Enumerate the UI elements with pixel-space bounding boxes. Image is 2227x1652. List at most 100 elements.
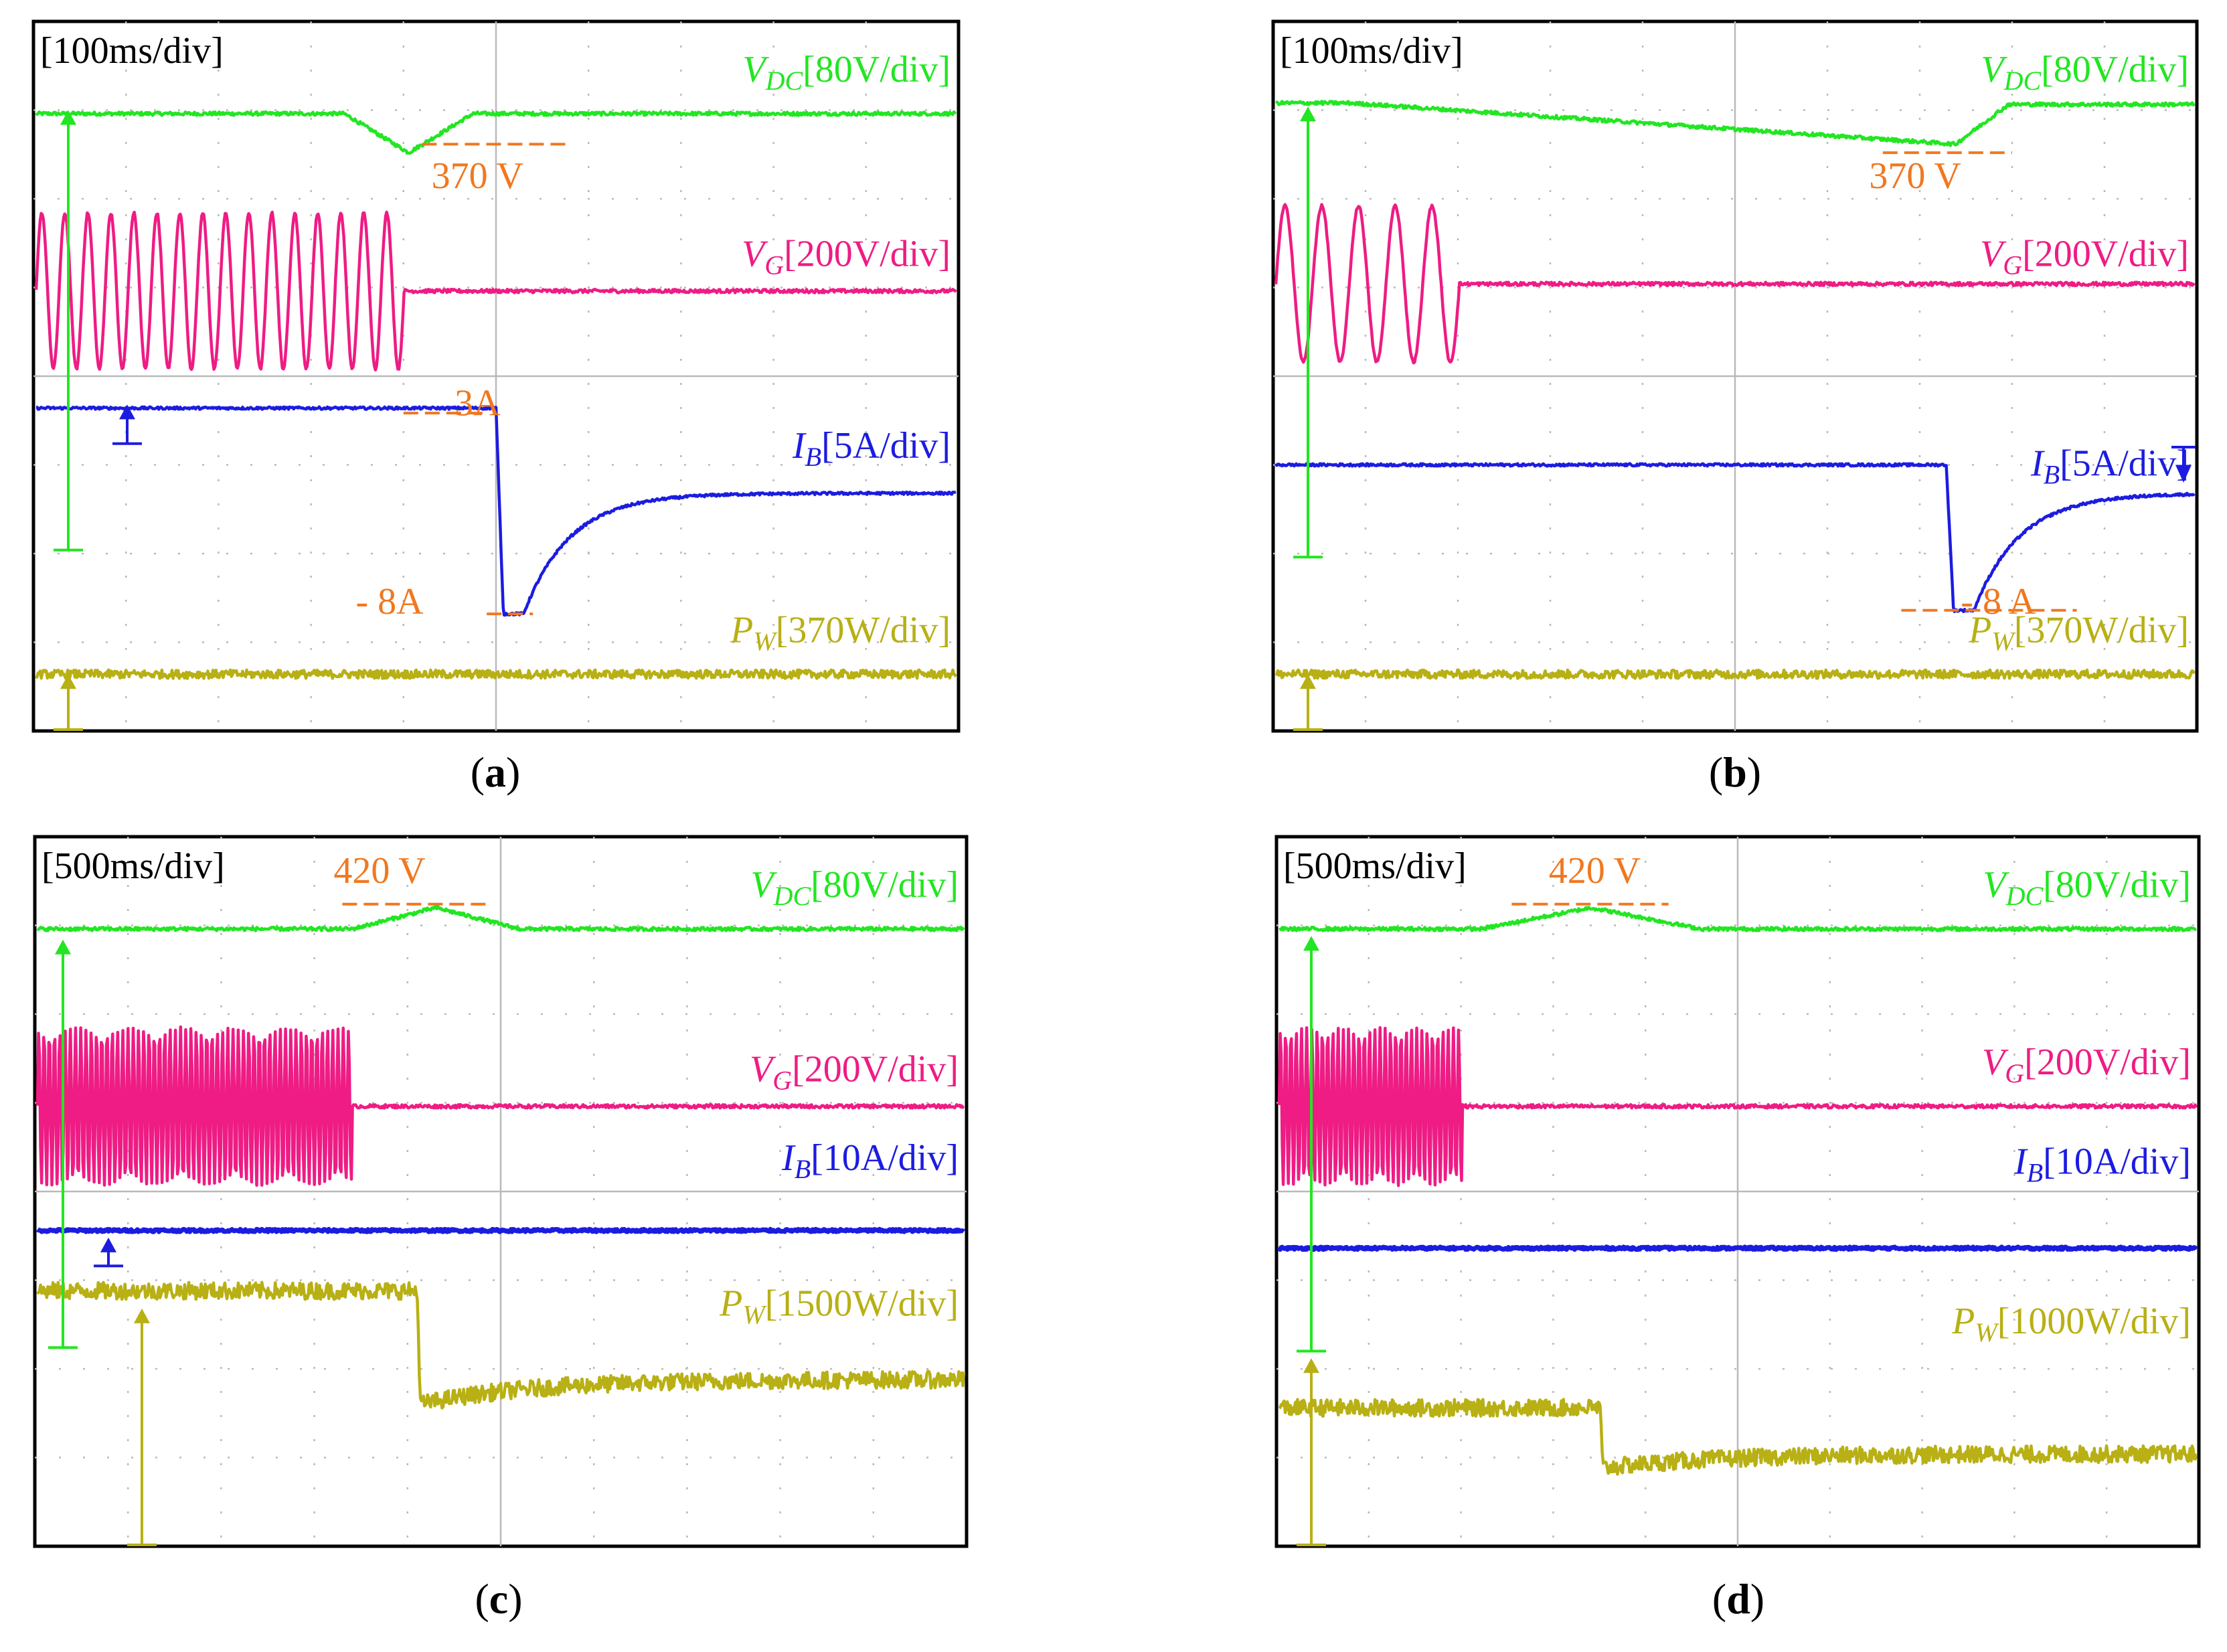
trace-subscript: W [753, 627, 778, 657]
graticule [35, 837, 967, 1546]
panel-caption: (d) [1712, 1575, 1764, 1623]
trace-label-PW: PW[370W/div] [730, 610, 951, 657]
trace-scale: [200V/div] [792, 1049, 959, 1090]
trace-symbol: V [750, 1049, 776, 1090]
trace-label-PW: PW[1000W/div] [1951, 1301, 2191, 1347]
annotation-label: - 8A [356, 581, 424, 623]
annotation-label: 3A [455, 382, 501, 424]
caption-letter: b [1723, 748, 1747, 796]
trace-VDC [1279, 906, 2197, 932]
trace-symbol: V [1980, 234, 2007, 275]
trace-symbol: V [1983, 864, 2009, 906]
trace-label-IB: IB[5A/div] [792, 425, 951, 472]
trace-label-VDC: VDC[80V/div] [1983, 864, 2191, 911]
trace-subscript: DC [2003, 66, 2042, 96]
trace-symbol: I [2030, 442, 2045, 484]
trace-symbol: V [750, 864, 777, 906]
trace-IB [35, 405, 957, 617]
trace-PW [36, 1281, 966, 1410]
trace-label-VDC: VDC[80V/div] [750, 864, 959, 911]
trace-symbol: V [742, 49, 769, 90]
trace-scale: [200V/div] [2022, 234, 2189, 275]
trace-scale: [10A/div] [2043, 1141, 2191, 1183]
trace-IB [1274, 462, 2196, 613]
trace-scale: [80V/div] [811, 864, 959, 906]
annotation-label: 420 V [1549, 850, 1641, 892]
caption-letter: d [1726, 1575, 1750, 1623]
trace-PW [1274, 668, 2196, 680]
timebase-label: [500ms/div] [42, 845, 225, 887]
panel-caption: (c) [475, 1575, 522, 1623]
trace-symbol: I [2013, 1141, 2028, 1183]
trace-VDC [35, 110, 957, 155]
trace-scale: [80V/div] [803, 49, 951, 90]
trace-scale: [10A/div] [811, 1137, 959, 1179]
trace-symbol: P [730, 610, 753, 651]
caption-paren-close: ) [508, 1575, 522, 1623]
trace-subscript: B [795, 1154, 811, 1184]
trace-label-IB: IB[5A/div] [2030, 442, 2189, 489]
trace-scale: [200V/div] [784, 234, 951, 275]
trace-PW [35, 668, 958, 680]
graticule [1276, 837, 2199, 1546]
trace-label-VG: VG[200V/div] [742, 234, 951, 280]
annotation-label: 370 V [1869, 155, 1961, 197]
trace-subscript: W [1975, 1317, 1999, 1347]
annotation-label: 420 V [333, 850, 425, 892]
trace-VG [34, 210, 957, 371]
trace-scale: [370W/div] [2014, 610, 2189, 651]
graticule [1273, 21, 2197, 731]
vdc-ground-marker-head [1303, 936, 1319, 951]
trace-VDC [36, 904, 965, 932]
scope-panel-a: VDC[80V/div]VG[200V/div]IB[5A/div]PW[370… [31, 19, 961, 733]
trace-symbol: P [1951, 1301, 1975, 1342]
panel-caption: (b) [1709, 748, 1761, 796]
trace-symbol: P [1968, 610, 1991, 651]
trace-symbol: V [1982, 1042, 2009, 1083]
pw-ground-marker-head [1303, 1358, 1319, 1374]
trace-scale: [5A/div] [2060, 442, 2189, 484]
trace-label-VG: VG[200V/div] [1980, 234, 2189, 280]
trace-symbol: V [1981, 49, 2007, 90]
trace-subscript: G [2005, 1058, 2024, 1088]
trace-scale: [1500W/div] [765, 1283, 959, 1325]
caption-paren-open: ( [471, 748, 485, 796]
trace-label-PW: PW[370W/div] [1968, 610, 2189, 657]
trace-IB [36, 1226, 966, 1234]
pw-ground-marker-head [134, 1308, 150, 1323]
scope-panel-c: VDC[80V/div]VG[200V/div]IB[10A/div]PW[15… [33, 835, 969, 1548]
caption-paren-close: ) [506, 748, 520, 796]
trace-symbol: I [781, 1137, 796, 1179]
trace-VDC [1275, 100, 2196, 147]
scope-panel-d: VDC[80V/div]VG[200V/div]IB[10A/div]PW[10… [1274, 835, 2201, 1548]
caption-paren-close: ) [1750, 1575, 1764, 1623]
trace-subscript: DC [2005, 881, 2044, 911]
trace-subscript: DC [773, 881, 812, 911]
timebase-label: [100ms/div] [1280, 30, 1463, 72]
trace-scale: [370W/div] [776, 610, 951, 651]
trace-subscript: DC [765, 66, 804, 96]
trace-subscript: W [1991, 627, 2016, 657]
trace-symbol: V [742, 234, 768, 275]
trace-symbol: P [719, 1283, 742, 1325]
caption-paren-close: ) [1747, 748, 1761, 796]
annotation-label: 370 V [432, 155, 523, 197]
caption-paren-open: ( [1712, 1575, 1726, 1623]
trace-scale: [80V/div] [2043, 864, 2191, 906]
trace-label-VG: VG[200V/div] [750, 1049, 959, 1096]
caption-paren-open: ( [1709, 748, 1723, 796]
ib-ground-marker-head [2175, 465, 2192, 483]
trace-scale: [5A/div] [821, 425, 951, 467]
vdc-ground-marker-head [55, 939, 71, 955]
scope-panel-b: VDC[80V/div]VG[200V/div]IB[5A/div]PW[370… [1271, 19, 2199, 733]
caption-paren-open: ( [475, 1575, 489, 1623]
trace-PW [1278, 1398, 2198, 1476]
trace-label-IB: IB[10A/div] [2013, 1141, 2191, 1188]
trace-subscript: G [772, 1066, 792, 1096]
trace-scale: [1000W/div] [1997, 1301, 2191, 1342]
trace-scale: [80V/div] [2041, 49, 2189, 90]
trace-scale: [200V/div] [2024, 1042, 2191, 1083]
trace-symbol: I [792, 425, 807, 467]
trace-label-VG: VG[200V/div] [1982, 1042, 2191, 1088]
